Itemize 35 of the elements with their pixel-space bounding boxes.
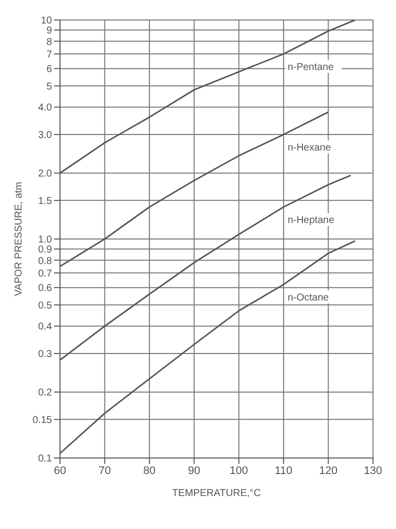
y-tick-label: 2.0 bbox=[38, 168, 52, 180]
y-tick-label: 0.15 bbox=[32, 414, 52, 426]
y-tick-label: 7 bbox=[46, 49, 52, 60]
y-axis-title: VAPOR PRESSURE, atm bbox=[14, 182, 25, 296]
y-tick-label: 5 bbox=[46, 81, 52, 92]
y-tick-label: 4.0 bbox=[38, 102, 52, 114]
x-tick-label: 60 bbox=[54, 464, 66, 477]
y-tick-label: 8 bbox=[46, 36, 52, 48]
y-tick-label: 0.3 bbox=[38, 349, 52, 360]
y-tick-label: 10 bbox=[40, 16, 52, 27]
x-tick-label: 70 bbox=[98, 464, 111, 477]
y-tick-label: 3.0 bbox=[38, 130, 52, 142]
series-label: n-Heptane bbox=[288, 215, 335, 226]
x-tick-label: 130 bbox=[364, 464, 382, 477]
y-tick-label: 0.6 bbox=[38, 283, 52, 294]
series-label: n-Octane bbox=[288, 292, 330, 304]
x-tick-label: 120 bbox=[319, 464, 338, 477]
y-tick-label: 1.0 bbox=[38, 234, 52, 246]
y-tick-label: 1.5 bbox=[38, 196, 52, 207]
x-axis-title: TEMPERATURE,°C bbox=[172, 488, 261, 499]
y-tick-label: 0.9 bbox=[38, 244, 52, 256]
y-tick-label: 6 bbox=[46, 64, 52, 76]
x-tick-label: 90 bbox=[188, 464, 200, 477]
series-label: n-Hexane bbox=[288, 142, 332, 154]
y-tick-label: 0.7 bbox=[38, 268, 52, 280]
y-tick-label: 0.8 bbox=[38, 256, 52, 267]
x-tick-label: 80 bbox=[143, 464, 156, 477]
y-tick-label: 0.5 bbox=[38, 300, 52, 312]
y-tick-label: 0.1 bbox=[38, 454, 52, 465]
series-label: n-Pentane bbox=[288, 62, 334, 73]
y-tick-label: 0.2 bbox=[38, 388, 52, 399]
y-tick-label: 9 bbox=[46, 26, 52, 37]
x-tick-label: 110 bbox=[274, 464, 292, 477]
y-tick-label: 0.4 bbox=[38, 322, 52, 333]
x-tick-label: 100 bbox=[230, 464, 248, 477]
